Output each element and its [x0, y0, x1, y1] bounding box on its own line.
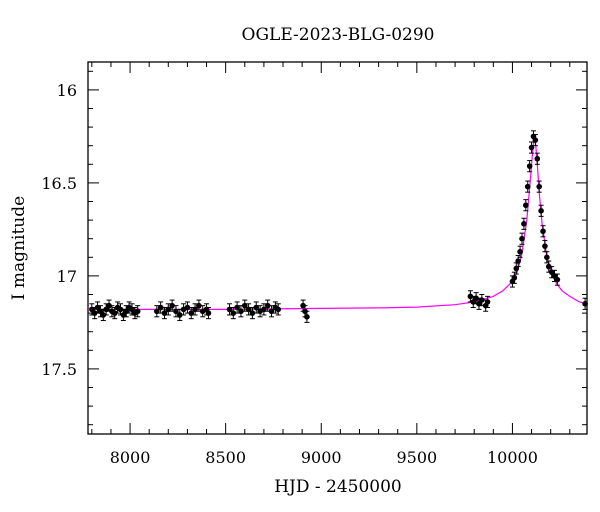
data-point — [542, 240, 548, 253]
data-point — [582, 297, 588, 310]
data-point — [521, 217, 527, 230]
point-marker — [304, 314, 310, 320]
observation-points — [89, 130, 588, 323]
y-tick-label: 17.5 — [41, 360, 77, 379]
data-point — [106, 299, 112, 312]
data-point — [196, 299, 202, 312]
point-marker — [196, 302, 202, 309]
plot-frame — [87, 61, 588, 435]
chart-title: OGLE-2023-BLG-0290 — [242, 25, 435, 45]
y-tick-label: 17 — [57, 267, 77, 286]
data-point — [230, 307, 237, 320]
point-marker — [536, 183, 543, 190]
data-point — [154, 305, 160, 318]
data-point — [536, 180, 543, 193]
x-tick-label: 8000 — [110, 448, 151, 467]
data-point — [532, 134, 539, 147]
point-marker — [117, 306, 124, 313]
point-marker — [532, 137, 539, 143]
point-marker — [238, 308, 244, 315]
point-marker — [582, 301, 588, 307]
data-point — [523, 199, 529, 212]
point-marker — [100, 312, 107, 318]
data-point — [540, 225, 546, 238]
point-marker — [524, 183, 531, 190]
data-point — [517, 245, 523, 258]
data-point — [111, 307, 118, 320]
data-point — [91, 307, 98, 320]
point-marker — [157, 304, 164, 311]
point-marker — [534, 155, 541, 162]
point-marker — [275, 306, 282, 313]
data-point — [526, 160, 533, 173]
data-point — [545, 260, 552, 273]
point-marker — [521, 221, 527, 227]
point-marker — [91, 310, 98, 316]
point-marker — [554, 276, 561, 283]
point-marker — [484, 299, 491, 305]
point-marker — [134, 308, 141, 315]
x-tick-label: 9000 — [301, 448, 342, 467]
data-point — [554, 273, 561, 286]
y-tick-label: 16 — [57, 81, 77, 100]
point-marker — [515, 258, 521, 264]
data-point — [484, 295, 491, 309]
x-tick-label: 8500 — [205, 448, 246, 467]
y-tick-label: 16.5 — [41, 174, 77, 193]
point-marker — [519, 235, 525, 242]
data-point — [467, 290, 474, 303]
point-marker — [540, 228, 546, 235]
y-axis-label: I magnitude — [9, 196, 29, 300]
point-marker — [169, 302, 175, 309]
point-marker — [526, 163, 533, 169]
data-point — [519, 232, 525, 245]
x-tick-label: 10000 — [487, 448, 538, 467]
point-marker — [544, 254, 550, 261]
axis-tick-labels: 8000 8500 9000 9500 10000 16 16.5 17 17.5 — [41, 81, 538, 467]
point-marker — [230, 310, 237, 316]
data-point — [257, 305, 263, 318]
point-marker — [473, 295, 479, 302]
point-marker — [111, 310, 118, 316]
point-marker — [264, 302, 271, 309]
data-point — [524, 180, 531, 193]
data-point — [205, 307, 212, 320]
data-point — [538, 204, 544, 217]
point-marker — [176, 312, 183, 318]
point-marker — [106, 302, 112, 309]
point-marker — [538, 208, 544, 214]
data-point — [275, 303, 282, 316]
point-marker — [467, 293, 474, 300]
data-point — [184, 301, 191, 314]
data-point — [473, 292, 479, 305]
point-marker — [523, 202, 529, 209]
data-point — [304, 310, 310, 323]
data-point — [272, 301, 279, 314]
x-tick-label: 9500 — [396, 448, 437, 467]
axis-ticks — [88, 62, 587, 434]
data-point — [238, 305, 244, 318]
point-marker — [249, 310, 256, 316]
data-point — [134, 305, 141, 318]
x-axis-label: HJD - 2450000 — [274, 477, 402, 497]
point-marker — [517, 248, 523, 255]
point-marker — [545, 263, 552, 270]
point-marker — [184, 304, 191, 311]
point-marker — [479, 297, 485, 303]
point-marker — [205, 310, 212, 316]
point-marker — [511, 274, 518, 281]
data-point — [264, 299, 271, 312]
data-point — [534, 152, 541, 165]
data-point — [169, 299, 175, 312]
point-marker — [542, 243, 548, 249]
